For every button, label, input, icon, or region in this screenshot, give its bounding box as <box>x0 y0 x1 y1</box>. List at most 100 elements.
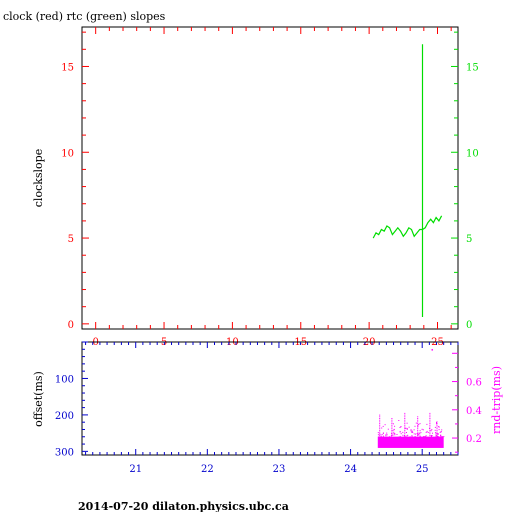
offset-y-tick-label: 200 <box>55 411 74 422</box>
roundtrip-spike-point <box>417 436 419 438</box>
roundtrip-spike-point <box>379 436 381 438</box>
roundtrip-point <box>440 434 442 436</box>
roundtrip-spike-point <box>391 419 393 421</box>
roundtrip-point <box>435 436 437 437</box>
slopes-series <box>372 44 443 317</box>
roundtrip-spike-point <box>391 418 393 419</box>
roundtrip-point <box>380 435 382 437</box>
roundtrip-point <box>405 436 406 438</box>
roundtrip-point <box>384 424 386 426</box>
roundtrip-spike-point <box>379 431 381 433</box>
roundtrip-spike-point <box>379 429 381 431</box>
roundtrip-spike-point <box>429 436 431 438</box>
offset-ticks <box>82 341 459 455</box>
roundtrip-point <box>385 436 387 438</box>
roundtrip-spike-point <box>379 434 381 436</box>
roundtrip-point <box>399 427 401 428</box>
roundtrip-spike-point <box>429 428 431 430</box>
roundtrip-spike-point <box>417 419 419 421</box>
roundtrip-point <box>425 436 427 438</box>
offset-y-tick-label: 100 <box>55 374 74 385</box>
roundtrip-point <box>443 436 445 438</box>
roundtrip-point <box>418 424 420 425</box>
roundtrip-point <box>381 427 383 429</box>
slopes-y-tick-label: 10 <box>61 148 74 159</box>
roundtrip-point <box>411 430 413 432</box>
roundtrip-spike-point <box>417 434 419 436</box>
roundtrip-outlier <box>431 349 434 351</box>
roundtrip-point <box>416 433 418 435</box>
roundtrip-point <box>398 436 400 438</box>
roundtrip-point <box>394 433 396 435</box>
roundtrip-spike-point <box>379 416 381 418</box>
roundtrip-point <box>427 432 429 433</box>
roundtrip-point <box>392 423 394 425</box>
roundtrip-point <box>408 426 410 428</box>
roundtrip-spike-point <box>379 418 381 419</box>
roundtrip-spike-point <box>436 433 438 435</box>
roundtrip-point <box>410 429 412 431</box>
roundtrip-point <box>440 431 442 433</box>
roundtrip-y-tick-label: 0.6 <box>466 378 482 389</box>
roundtrip-point <box>387 428 389 430</box>
roundtrip-spike-point <box>404 416 406 418</box>
slopes-chart: 0510152025005510101515 clockslope <box>32 26 479 348</box>
roundtrip-point <box>413 433 415 435</box>
rtc-slope-line <box>372 215 443 239</box>
roundtrip-point <box>426 430 428 432</box>
roundtrip-spike-point <box>429 412 431 414</box>
roundtrip-spike-point <box>417 416 419 418</box>
roundtrip-spike-point <box>404 426 406 428</box>
roundtrip-spike-point <box>429 429 431 431</box>
roundtrip-spike-point <box>436 431 438 433</box>
roundtrip-point <box>377 434 379 436</box>
roundtrip-point <box>389 436 390 438</box>
slopes-y-tick-label: 15 <box>61 62 74 73</box>
roundtrip-point <box>410 430 412 432</box>
roundtrip-point <box>392 434 394 436</box>
offset-x-tick-label: 24 <box>344 464 357 475</box>
roundtrip-spike-point <box>436 426 438 428</box>
roundtrip-point <box>418 432 420 434</box>
roundtrip-spike-point <box>391 431 393 433</box>
slopes-y-axis-label: clockslope <box>32 149 45 207</box>
roundtrip-spike-point <box>417 421 419 423</box>
roundtrip-point <box>390 436 392 438</box>
roundtrip-spike-point <box>417 429 419 431</box>
roundtrip-spike-point <box>379 433 381 435</box>
roundtrip-spike-point <box>404 418 406 419</box>
roundtrip-spike-point <box>391 421 393 423</box>
roundtrip-point <box>402 434 404 436</box>
roundtrip-point <box>394 425 396 427</box>
roundtrip-point <box>398 420 400 421</box>
roundtrip-spike-point <box>404 424 406 426</box>
roundtrip-point <box>437 433 439 435</box>
roundtrip-point <box>385 434 387 436</box>
offset-x-tick-label: 23 <box>273 464 286 475</box>
roundtrip-point <box>414 435 416 437</box>
roundtrip-point <box>442 436 443 438</box>
roundtrip-point <box>419 430 421 432</box>
roundtrip-spike-point <box>404 419 406 421</box>
roundtrip-point <box>415 422 417 424</box>
roundtrip-point <box>381 434 383 435</box>
roundtrip-point <box>399 435 401 437</box>
roundtrip-point <box>437 436 439 437</box>
roundtrip-spike-point <box>436 424 438 426</box>
roundtrip-point <box>382 435 384 437</box>
roundtrip-point <box>405 427 407 429</box>
roundtrip-point <box>393 429 395 431</box>
roundtrip-point <box>386 432 388 434</box>
roundtrip-spike-point <box>429 418 431 419</box>
roundtrip-spike-point <box>417 428 419 430</box>
roundtrip-point <box>400 426 402 427</box>
roundtrip-spike-point <box>436 429 438 431</box>
roundtrip-point <box>439 431 441 433</box>
roundtrip-point <box>421 428 423 430</box>
offset-y-tick-label: 300 <box>55 447 74 458</box>
roundtrip-point <box>420 432 422 434</box>
roundtrip-point <box>430 435 432 436</box>
roundtrip-point <box>414 425 416 427</box>
roundtrip-series <box>377 349 445 448</box>
